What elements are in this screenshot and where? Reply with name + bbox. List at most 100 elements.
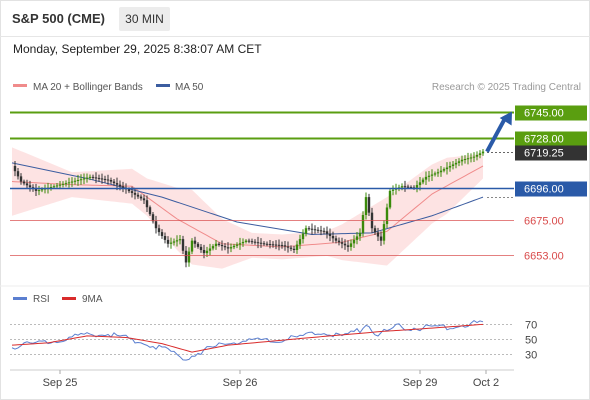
candle [136,192,140,199]
candle-body [349,243,353,247]
candle-body [244,240,248,242]
candle [241,238,245,247]
candle [277,239,281,251]
candle-body [310,228,314,230]
candle-body [112,181,116,184]
candle-body [367,197,371,213]
candle-body [364,197,368,215]
candle-body [85,177,89,179]
candle-body [229,247,233,249]
candle-body [343,243,347,246]
candle-body [319,230,323,232]
candle-body [73,180,77,182]
level-label-bg [515,181,587,197]
candle [226,242,230,254]
candle [163,232,167,244]
candle [145,195,149,212]
candle-body [151,214,155,222]
rsi-ma-legend-label: 9MA [82,294,103,305]
candle [187,247,191,267]
x-axis: Sep 25 Sep 26 Sep 29 Oct 2 [10,369,514,389]
candle [361,211,365,237]
candle [103,175,107,183]
candle-body [187,251,191,263]
candle [265,241,269,247]
candle [445,162,449,175]
candle-body [433,173,437,175]
candle [424,171,428,185]
candle-body [208,248,212,251]
candle-body [295,244,299,250]
candle-body [55,185,59,187]
candle [238,237,242,250]
candle [199,244,203,253]
candle-body [79,179,83,181]
candle [217,242,221,247]
candle-body [64,183,68,185]
candle [64,180,68,187]
candle [280,241,284,249]
candle-body [355,236,359,240]
timestamp: Monday, September 29, 2025 8:38:07 AM CE… [13,42,262,56]
candle-body [88,176,92,178]
candle-body [139,196,143,199]
candle-body [481,151,485,154]
candle-body [313,229,317,231]
candle [58,181,62,190]
candle-body [193,240,197,244]
candle-body [223,246,227,248]
candle-body [145,200,149,208]
candle-body [358,232,362,237]
candle-body [148,207,152,215]
chart-header: S&P 500 (CME) 30 MIN [0,0,590,36]
candle-body [202,250,206,254]
candle [250,238,254,245]
candle-body [13,166,17,172]
candle [451,161,455,170]
candle [106,174,110,185]
header-divider [0,36,590,37]
candle [184,245,188,268]
rsi-ma-legend-swatch [62,297,76,300]
candle [172,238,176,246]
candle [391,185,395,196]
level-label-bg [515,131,587,147]
candle [319,225,323,236]
candle-body [373,228,377,233]
candle [220,240,224,251]
candle-body [142,198,146,201]
candle-body [439,170,443,173]
timeframe-button[interactable]: 30 MIN [119,7,170,31]
candle [157,224,161,236]
candle [463,155,467,164]
candle-body [127,189,131,192]
candle-body [460,159,464,162]
candle [349,239,353,251]
rsi-tick-label: 70 [525,320,537,332]
level-label: 6653.00 [524,251,564,263]
candle-body [277,244,281,246]
candle [112,178,116,186]
candle [259,238,263,248]
candle [328,228,332,242]
forecast-arrow-head [499,111,512,126]
level-label: 6728.00 [524,134,564,146]
candle [364,192,368,220]
candle [298,234,302,249]
candle [91,174,95,180]
candle [82,173,86,185]
candle-body [217,243,221,245]
rsi-legend-swatch [13,297,27,300]
candle [304,225,308,237]
candle-body [61,183,65,185]
bollinger-band-layer [12,147,483,269]
candle [232,243,236,250]
candle [346,240,350,252]
candle-body [220,244,224,247]
candle-body [436,172,440,174]
candle [460,155,464,166]
candle [283,241,287,251]
candle [466,152,470,165]
candle [16,168,20,180]
candle [448,161,452,172]
